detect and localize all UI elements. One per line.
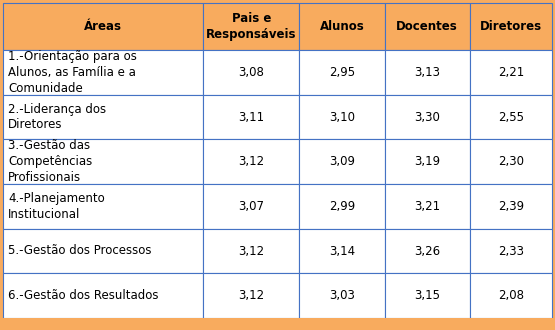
Text: 2,39: 2,39 [498, 200, 524, 213]
Bar [203, 184, 300, 229]
Bar [385, 3, 470, 50]
Text: 3,12: 3,12 [238, 155, 265, 168]
Text: Alunos: Alunos [320, 20, 365, 33]
Text: 2,21: 2,21 [498, 66, 524, 79]
Bar [3, 50, 203, 95]
Text: 3,15: 3,15 [414, 289, 440, 302]
Bar [385, 273, 470, 318]
Text: 3,12: 3,12 [238, 245, 265, 257]
Text: Áreas: Áreas [84, 20, 122, 33]
Bar [470, 95, 552, 139]
Bar [3, 273, 203, 318]
Text: 3,11: 3,11 [238, 111, 265, 123]
Bar [470, 3, 552, 50]
Text: 2,33: 2,33 [498, 245, 524, 257]
Text: 3,13: 3,13 [414, 66, 440, 79]
Bar [470, 139, 552, 184]
Bar [385, 184, 470, 229]
Text: 4.-Planejamento
Institucional: 4.-Planejamento Institucional [8, 192, 105, 221]
Bar [470, 184, 552, 229]
Bar [385, 139, 470, 184]
Bar [3, 95, 203, 139]
Bar [203, 3, 300, 50]
Text: 3,03: 3,03 [329, 289, 355, 302]
Text: Pais e
Responsáveis: Pais e Responsáveis [206, 12, 297, 41]
Text: 2,55: 2,55 [498, 111, 524, 123]
Bar [470, 273, 552, 318]
Bar [300, 3, 385, 50]
Text: 3,14: 3,14 [329, 245, 355, 257]
Text: 2,30: 2,30 [498, 155, 524, 168]
Text: 3,19: 3,19 [414, 155, 440, 168]
Text: 2.-Liderança dos
Diretores: 2.-Liderança dos Diretores [8, 103, 106, 131]
Text: 3,21: 3,21 [414, 200, 440, 213]
Bar [300, 229, 385, 273]
Text: 2,95: 2,95 [329, 66, 355, 79]
Bar [3, 229, 203, 273]
Text: 3.-Gestão das
Competências
Profissionais: 3.-Gestão das Competências Profissionais [8, 139, 92, 184]
Text: 3,08: 3,08 [239, 66, 264, 79]
Text: Docentes: Docentes [396, 20, 458, 33]
Bar [300, 50, 385, 95]
Bar [300, 139, 385, 184]
Bar [203, 229, 300, 273]
Text: 5.-Gestão dos Processos: 5.-Gestão dos Processos [8, 245, 152, 257]
Bar [470, 229, 552, 273]
Text: 3,12: 3,12 [238, 289, 265, 302]
Bar [0, 318, 555, 330]
Bar [203, 95, 300, 139]
Bar [3, 139, 203, 184]
Bar [203, 50, 300, 95]
Text: Diretores: Diretores [480, 20, 542, 33]
Bar [385, 50, 470, 95]
Bar [300, 184, 385, 229]
Text: 3,10: 3,10 [329, 111, 355, 123]
Text: 1.-Orientação para os
Alunos, as Família e a
Comunidade: 1.-Orientação para os Alunos, as Família… [8, 50, 137, 95]
Text: 6.-Gestão dos Resultados: 6.-Gestão dos Resultados [8, 289, 159, 302]
Text: 3,30: 3,30 [414, 111, 440, 123]
Bar [3, 3, 203, 50]
Bar [203, 273, 300, 318]
Text: 2,08: 2,08 [498, 289, 524, 302]
Bar [385, 229, 470, 273]
Text: 2,99: 2,99 [329, 200, 355, 213]
Text: 3,07: 3,07 [239, 200, 264, 213]
Bar [385, 95, 470, 139]
Bar [300, 95, 385, 139]
Text: 3,09: 3,09 [329, 155, 355, 168]
Text: 3,26: 3,26 [414, 245, 440, 257]
Bar [203, 139, 300, 184]
Bar [300, 273, 385, 318]
Bar [3, 184, 203, 229]
Bar [470, 50, 552, 95]
